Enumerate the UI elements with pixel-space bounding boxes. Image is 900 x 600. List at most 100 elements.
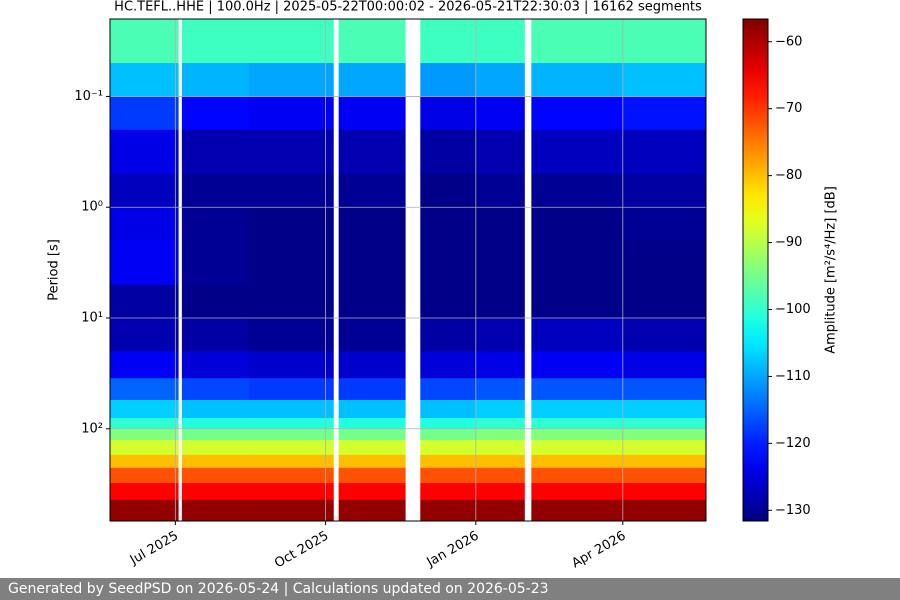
cell (248, 19, 340, 64)
y-tick-label: 10¹ (81, 310, 103, 325)
chart: HC.TEFL..HHE | 100.0Hz | 2025-05-22T00:0… (47, 0, 839, 572)
cell (420, 418, 477, 430)
cell (420, 173, 477, 208)
cell (531, 499, 624, 522)
data-gap (333, 19, 339, 521)
cell (338, 467, 421, 484)
cell (622, 467, 707, 484)
cell (622, 400, 707, 419)
cell (248, 378, 340, 401)
cell (338, 418, 421, 430)
footer: Generated by SeedPSD on 2026-05-24 | Cal… (0, 578, 900, 600)
cell (109, 499, 183, 522)
cell (181, 284, 250, 319)
cell (475, 378, 532, 401)
cell (181, 467, 250, 484)
cell (109, 483, 183, 501)
cell (109, 129, 183, 175)
data-gap (178, 19, 182, 521)
cell (475, 96, 532, 131)
cell (420, 378, 477, 401)
cell (475, 428, 532, 441)
x-tick-label: Jan 2026 (424, 529, 482, 571)
cell (248, 428, 340, 441)
cell (181, 400, 250, 419)
cell (531, 378, 624, 401)
colorbar (742, 18, 769, 522)
cell (109, 378, 183, 401)
colorbar-tick-label: −80 (775, 168, 802, 183)
cell (338, 400, 421, 419)
cell (420, 129, 477, 175)
cell (420, 63, 477, 97)
cell (622, 351, 707, 379)
cell (109, 439, 183, 456)
cell (248, 418, 340, 430)
cell (420, 240, 477, 286)
cell (622, 428, 707, 441)
y-axis-label: Period [s] (47, 239, 62, 301)
cell (181, 439, 250, 456)
colorbar-tick-label: −60 (775, 34, 802, 49)
x-tick-label: Oct 2025 (272, 529, 331, 572)
x-tick-label: Jul 2025 (127, 529, 181, 569)
cell (181, 418, 250, 430)
cell (475, 499, 532, 522)
cell (248, 439, 340, 456)
cell (622, 96, 707, 131)
cell (109, 454, 183, 469)
cell (475, 129, 532, 175)
cell (622, 129, 707, 175)
cell (109, 240, 183, 286)
cell (109, 351, 183, 379)
cell (420, 454, 477, 469)
cell (109, 96, 183, 131)
cell (420, 284, 477, 319)
cell (531, 173, 624, 208)
cell (475, 207, 532, 242)
cell (248, 240, 340, 286)
cell (420, 467, 477, 484)
cell (475, 240, 532, 286)
cell (622, 439, 707, 456)
cell (109, 173, 183, 208)
cell (622, 317, 707, 352)
cell (248, 63, 340, 97)
cell (475, 19, 532, 64)
cell (181, 207, 250, 242)
cell (338, 483, 421, 501)
plot-frame (109, 18, 707, 522)
colorbar-tick-label: −120 (775, 436, 811, 451)
cell (622, 240, 707, 286)
colorbar-tick-label: −110 (775, 369, 811, 384)
cell (181, 19, 250, 64)
cell (181, 428, 250, 441)
cell (531, 483, 624, 501)
colorbar-tick-label: −90 (775, 235, 802, 250)
data-gap (405, 19, 421, 521)
cell (420, 499, 477, 522)
cell (475, 173, 532, 208)
cell (531, 19, 624, 64)
cell (248, 173, 340, 208)
cell (531, 284, 624, 319)
cell (475, 351, 532, 379)
cell (531, 96, 624, 131)
cell (420, 317, 477, 352)
cell (622, 284, 707, 319)
cell (531, 400, 624, 419)
cell (109, 19, 183, 64)
cell (420, 351, 477, 379)
cell (622, 19, 707, 64)
cell (475, 467, 532, 484)
cell (109, 428, 183, 441)
cell (248, 129, 340, 175)
cell (248, 284, 340, 319)
cell (531, 351, 624, 379)
cell (420, 483, 477, 501)
cell (109, 467, 183, 484)
y-tick-label: 10⁰ (81, 200, 103, 215)
cell (248, 317, 340, 352)
cell (531, 207, 624, 242)
